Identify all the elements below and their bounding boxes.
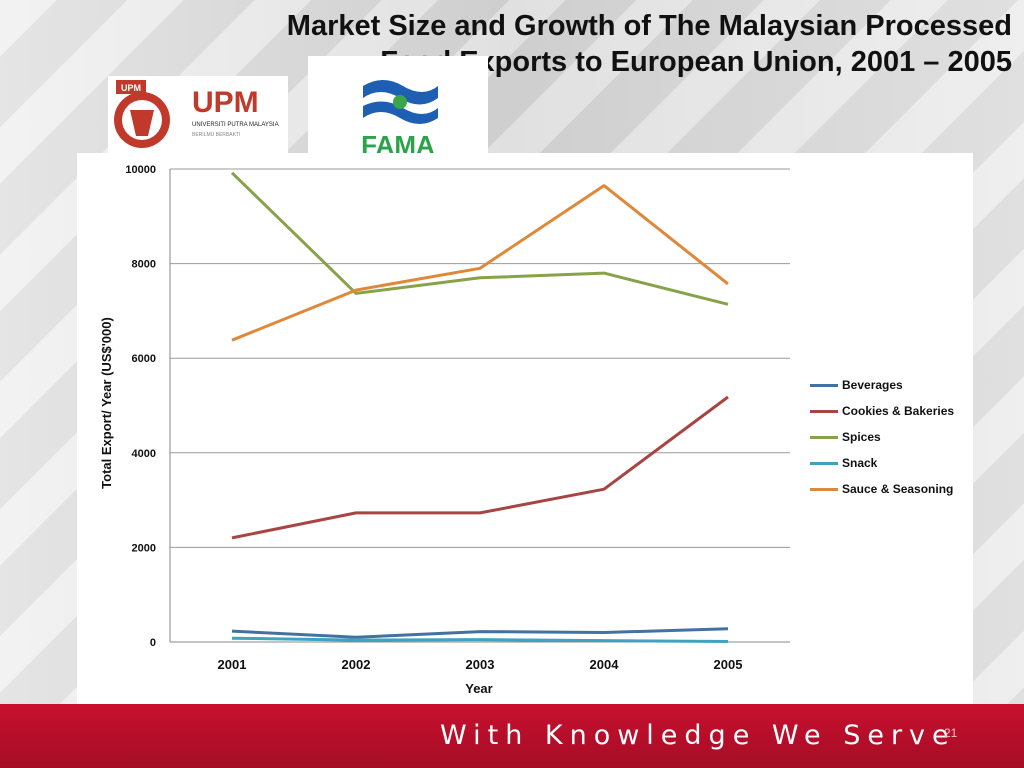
fama-swoosh-icon [363,80,438,105]
y-tick-label: 10000 [125,164,156,176]
x-tick-label: 2004 [590,657,620,672]
x-tick-label: 2001 [218,657,247,672]
legend-item: Snack [810,450,970,476]
x-axis-ticks: 2001 2002 2003 2004 2005 [218,657,743,672]
y-tick-label: 0 [150,637,156,649]
chart-series [230,171,729,643]
upm-subtitle: UNIVERSITI PUTRA MALAYSIA [192,122,279,128]
legend-swatch [810,435,838,439]
page-number: 21 [944,726,958,740]
fama-wordmark: FAMA [361,130,435,154]
series-line-cookies-bakeries [231,395,729,540]
x-axis-label: Year [465,681,492,696]
chart-grid [169,168,790,643]
x-tick-label: 2003 [466,657,495,672]
series-line-spices [230,171,729,306]
title-line-2: Food Exports to European Union, 2001 – 2… [380,46,1012,78]
series-line-snack [231,636,729,643]
legend-label: Beverages [842,378,903,392]
x-tick-label: 2005 [714,657,743,672]
y-tick-label: 4000 [132,448,156,460]
y-axis-ticks: 0 2000 4000 6000 8000 10000 [125,164,156,649]
upm-logo: UPM UPM UNIVERSITI PUTRA MALAYSIA BERILM… [108,76,288,154]
legend-item: Beverages [810,372,970,398]
legend-swatch [810,487,838,491]
legend-item: Cookies & Bakeries [810,398,970,424]
legend-label: Snack [842,456,878,470]
chart-panel: 0 2000 4000 6000 8000 10000 2001 2002 2003 2004 2… [77,153,973,715]
legend-label: Spices [842,430,881,444]
x-tick-label: 2002 [342,657,371,672]
upm-motto: BERILMU BERBAKTI [192,132,240,138]
legend-swatch [810,409,838,413]
chart-legend: Beverages Cookies & Bakeries Spices Snack Sa… [810,372,970,502]
y-axis-label: Total Export/ Year (US$'000) [99,317,114,489]
y-tick-label: 2000 [132,542,156,554]
y-tick-label: 6000 [132,353,156,365]
footer-band [0,704,1024,768]
legend-item: Sauce & Seasoning [810,476,970,502]
legend-swatch [810,383,838,387]
footer-slogan: With Knowledge We Serve [440,720,956,751]
upm-seal-label: UPM [121,83,141,93]
upm-wordmark: UPM [192,86,259,119]
legend-label: Sauce & Seasoning [842,482,954,496]
legend-label: Cookies & Bakeries [842,404,955,418]
y-tick-label: 8000 [132,259,156,271]
legend-item: Spices [810,424,970,450]
fama-logo: FAMA [308,56,488,160]
legend-swatch [810,461,838,465]
series-line-beverages [231,627,729,639]
series-line-sauce-seasoning [231,184,729,342]
title-line-1: Market Size and Growth of The Malaysian … [286,10,1012,42]
slide-title: Market Size and Growth of The Malaysian … [132,8,1012,80]
